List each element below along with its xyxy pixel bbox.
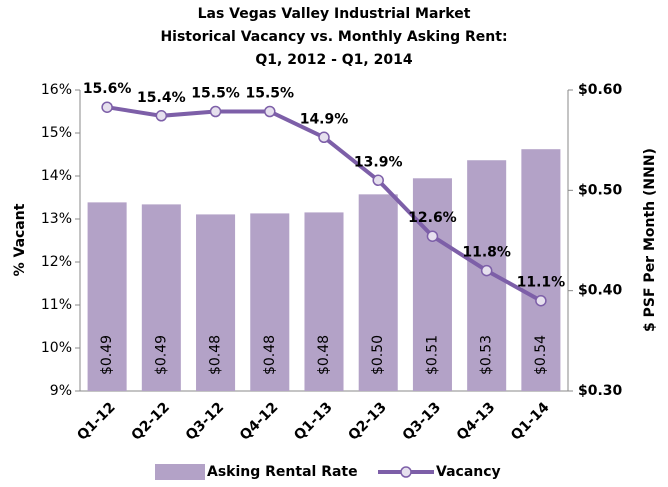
line-value-label: 15.4% [137,90,186,106]
x-tick-label: Q2-13 [345,399,390,444]
y2-tick-label: $0.30 [578,383,623,399]
bar-value-label: $0.49 [153,335,169,375]
x-tick-label: Q2-12 [128,399,173,444]
y-tick-label: 10% [41,340,72,356]
y2-tick-label: $0.40 [578,283,623,299]
line-value-label: 11.8% [462,245,511,261]
bar-value-label: $0.49 [99,335,115,375]
line-value-label: 15.5% [191,86,240,102]
bar-value-label: $0.51 [424,335,440,375]
line-marker [155,110,168,122]
x-tick-label: Q4-12 [237,399,282,444]
bar [304,212,344,391]
y-tick-label: 16% [41,82,72,98]
bar [358,194,398,391]
line-marker [372,174,384,187]
y-tick-label: 14% [41,168,72,184]
y-tick-label: 12% [41,254,72,270]
legend-swatch [155,464,205,480]
y-axis-label: % Vacant [12,203,28,276]
bar [250,213,290,391]
bar-value-label: $0.53 [479,335,495,375]
legend-swatch [400,466,412,478]
x-tick-label: Q1-13 [291,399,336,444]
y2-tick-label: $0.60 [578,82,623,98]
line-value-label: 12.6% [408,210,457,226]
line-marker [426,230,439,242]
x-tick-label: Q3-13 [400,399,445,444]
chart-title: Las Vegas Valley Industrial Market [198,6,471,22]
bar-value-label: $0.50 [370,335,386,375]
legend-label: Asking Rental Rate [207,464,358,480]
legend-label: Vacancy [436,464,501,480]
bar [141,204,181,391]
line-value-label: 13.9% [354,154,403,170]
y2-tick-label: $0.50 [578,182,623,198]
bar [196,214,236,391]
y-tick-label: 9% [50,383,72,399]
line-value-label: 15.5% [245,86,294,102]
y2-axis-label: $ PSF Per Month (NNN) [642,148,658,332]
line-value-label: 15.6% [83,81,132,97]
line-marker [480,264,493,277]
bar [521,149,561,391]
chart-title: Q1, 2012 - Q1, 2014 [255,52,412,68]
y-tick-label: 11% [41,297,72,313]
bar-value-label: $0.48 [208,335,224,375]
bar-value-label: $0.48 [316,335,332,375]
line-marker [264,105,276,118]
line-marker [101,101,113,113]
line-marker [318,131,330,144]
x-tick-label: Q4-13 [454,399,499,444]
bar [87,202,127,391]
bar [412,178,452,391]
bar-value-label: $0.48 [262,335,278,375]
line-marker [209,105,222,118]
line-value-label: 11.1% [517,275,566,291]
y-tick-label: 15% [41,125,72,141]
x-tick-label: Q3-12 [183,399,228,444]
bar-value-label: $0.54 [533,335,549,375]
line-marker [535,294,547,307]
x-tick-label: Q1-14 [508,399,553,444]
x-tick-label: Q1-12 [74,399,119,444]
chart-title: Historical Vacancy vs. Monthly Asking Re… [160,29,507,45]
line-value-label: 14.9% [300,111,349,127]
y-tick-label: 13% [41,211,72,227]
